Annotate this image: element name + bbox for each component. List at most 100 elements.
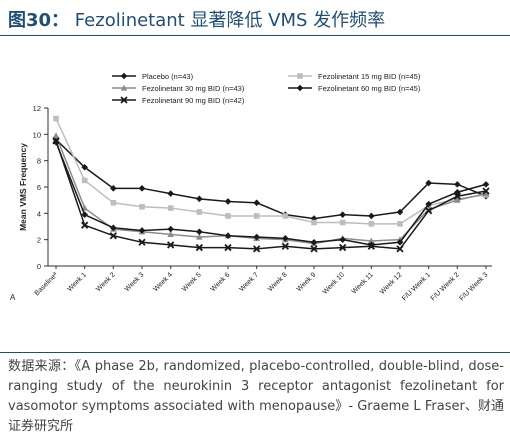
data-point bbox=[310, 239, 318, 246]
data-point bbox=[138, 238, 146, 246]
x-tick-label: Baselineª bbox=[34, 271, 60, 297]
legend-marker bbox=[120, 96, 128, 104]
data-point bbox=[454, 181, 461, 188]
data-point bbox=[81, 211, 88, 218]
y-tick-label: 8 bbox=[37, 157, 41, 166]
series-line bbox=[55, 139, 487, 220]
marker-stroke bbox=[167, 241, 175, 249]
data-point bbox=[281, 242, 289, 250]
data-point bbox=[110, 200, 117, 206]
data-point bbox=[196, 228, 203, 236]
x-tick-label: Week 5 bbox=[181, 271, 203, 293]
chart-container: Placebo (n=43) Fezolinetant 15 mg BID (n=… bbox=[0, 66, 510, 306]
data-point bbox=[396, 239, 404, 246]
data-point bbox=[310, 245, 318, 253]
marker-stroke bbox=[367, 242, 375, 250]
data-point bbox=[367, 242, 375, 250]
data-point bbox=[482, 187, 490, 195]
data-point bbox=[167, 225, 174, 233]
legend-label: Fezolinetant 90 mg BID (n=42) bbox=[142, 96, 245, 105]
series-line bbox=[55, 135, 487, 245]
marker-stroke bbox=[195, 243, 203, 252]
data-point bbox=[52, 137, 60, 145]
data-point bbox=[253, 213, 260, 219]
data-point bbox=[224, 243, 232, 252]
marker-stroke bbox=[310, 245, 318, 253]
data-point bbox=[109, 232, 117, 240]
legend-label: Fezolinetant 60 mg BID (n=45) bbox=[318, 84, 421, 93]
y-tick-label: 4 bbox=[37, 209, 41, 218]
marker-stroke bbox=[81, 221, 89, 229]
x-tick-label: Week 4 bbox=[152, 271, 174, 293]
line-chart: Placebo (n=43) Fezolinetant 15 mg BID (n=… bbox=[10, 72, 492, 302]
chart-legend: Placebo (n=43) Fezolinetant 15 mg BID (n=… bbox=[112, 72, 421, 105]
data-point bbox=[253, 233, 260, 241]
x-tick-label: F/U Week 1 bbox=[401, 271, 432, 302]
x-tick-label: Week 12 bbox=[379, 271, 403, 295]
panel-label: A bbox=[10, 293, 16, 302]
x-tick-label: Week 8 bbox=[267, 271, 289, 293]
x-tick-label: Week 10 bbox=[322, 271, 346, 295]
data-point bbox=[195, 243, 203, 252]
y-tick-label: 12 bbox=[33, 104, 41, 113]
data-point bbox=[167, 241, 175, 249]
data-point bbox=[396, 208, 404, 216]
x-tick-label: Week 6 bbox=[210, 271, 232, 293]
data-point bbox=[81, 163, 88, 171]
data-point bbox=[282, 235, 289, 242]
data-point bbox=[224, 198, 232, 205]
data-point bbox=[454, 188, 461, 196]
legend-marker bbox=[296, 84, 304, 92]
source-divider bbox=[0, 352, 510, 353]
data-point bbox=[53, 115, 59, 122]
data-point bbox=[425, 200, 432, 208]
x-tick-label: Week 1 bbox=[66, 271, 88, 293]
data-point bbox=[339, 243, 347, 252]
y-tick-label: 0 bbox=[37, 262, 41, 271]
data-point bbox=[282, 213, 289, 219]
x-tick-label: F/U Week 3 bbox=[458, 271, 489, 302]
series-3 bbox=[52, 132, 490, 247]
series-line bbox=[55, 141, 487, 246]
legend-item-4: Fezolinetant 60 mg BID (n=45) bbox=[288, 84, 421, 93]
y-tick-label: 10 bbox=[33, 130, 41, 139]
data-point bbox=[482, 181, 490, 188]
data-point bbox=[453, 192, 461, 200]
marker-stroke bbox=[138, 238, 146, 246]
chart-series bbox=[52, 115, 490, 253]
series-5 bbox=[52, 137, 490, 253]
data-point bbox=[339, 211, 346, 218]
marker-stroke bbox=[253, 245, 261, 253]
data-point bbox=[397, 221, 403, 227]
legend-label: Fezolinetant 15 mg BID (n=45) bbox=[318, 72, 421, 81]
data-point bbox=[167, 205, 174, 211]
title-divider bbox=[0, 35, 510, 36]
legend-item-3: Fezolinetant 30 mg BID (n=43) bbox=[112, 84, 245, 93]
data-point bbox=[454, 196, 461, 203]
marker-stroke bbox=[281, 242, 289, 250]
data-point bbox=[368, 241, 375, 249]
x-tick-label: Week 7 bbox=[238, 271, 260, 293]
figure-title: 图30： Fezolinetant 显著降低 VMS 发作频率 bbox=[8, 6, 385, 32]
marker-stroke bbox=[120, 96, 128, 104]
marker-stroke bbox=[425, 207, 433, 215]
marker-stroke bbox=[339, 243, 347, 252]
series-line bbox=[55, 118, 487, 225]
legend-label: Fezolinetant 30 mg BID (n=43) bbox=[142, 84, 245, 93]
marker-stroke bbox=[109, 232, 117, 240]
marker-stroke bbox=[453, 192, 461, 200]
legend-item-2: Fezolinetant 15 mg BID (n=45) bbox=[288, 72, 421, 81]
marker-stroke bbox=[52, 137, 60, 145]
legend-marker bbox=[120, 72, 128, 80]
data-point bbox=[368, 221, 375, 227]
y-tick-label: 2 bbox=[37, 236, 41, 245]
figure-title-text: Fezolinetant 显著降低 VMS 发作频率 bbox=[74, 10, 386, 31]
x-tick-label: Week 9 bbox=[296, 271, 318, 293]
data-point bbox=[167, 190, 174, 197]
legend-marker bbox=[120, 84, 128, 91]
data-point bbox=[81, 177, 88, 184]
data-point bbox=[253, 245, 261, 253]
data-point bbox=[425, 207, 433, 215]
marker-stroke bbox=[224, 243, 232, 252]
data-point bbox=[196, 195, 203, 203]
